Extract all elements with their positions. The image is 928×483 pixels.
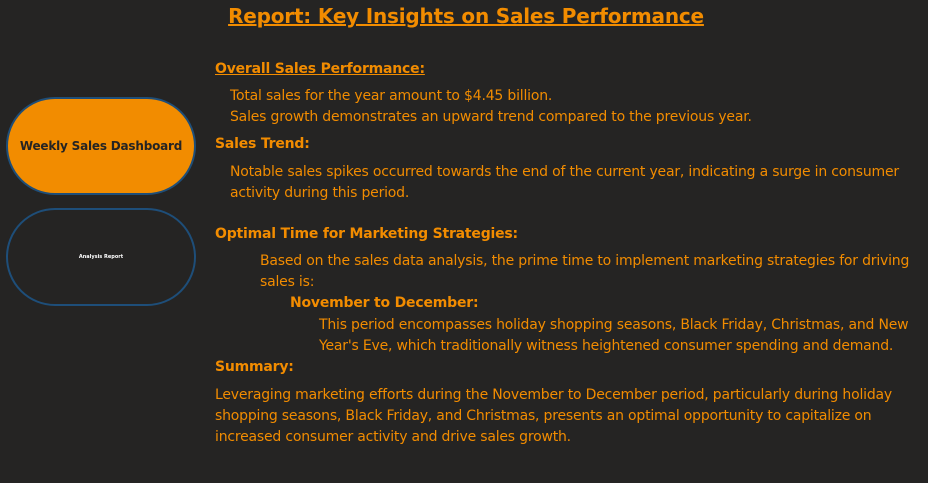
overall-heading: Overall Sales Performance: bbox=[215, 61, 425, 77]
period-line-2: Year's Eve, which traditionally witness … bbox=[319, 338, 894, 354]
summary-line-2: shopping seasons, Black Friday, and Chri… bbox=[215, 408, 872, 424]
overall-line-1: Total sales for the year amount to $4.45… bbox=[230, 88, 553, 104]
trend-line-1: Notable sales spikes occurred towards th… bbox=[230, 164, 899, 180]
period-line-1: This period encompasses holiday shopping… bbox=[319, 317, 909, 333]
period-heading: November to December: bbox=[290, 295, 479, 311]
optimal-line-2: sales is: bbox=[260, 274, 315, 290]
summary-line-3: increased consumer activity and drive sa… bbox=[215, 429, 571, 445]
trend-line-2: activity during this period. bbox=[230, 185, 410, 201]
summary-line-1: Leveraging marketing efforts during the … bbox=[215, 387, 892, 403]
optimal-heading: Optimal Time for Marketing Strategies: bbox=[215, 226, 518, 242]
weekly-sales-dashboard-label: Weekly Sales Dashboard bbox=[19, 139, 183, 153]
summary-heading: Summary: bbox=[215, 359, 294, 375]
weekly-sales-dashboard-button[interactable]: Weekly Sales Dashboard bbox=[6, 97, 196, 195]
optimal-line-1: Based on the sales data analysis, the pr… bbox=[260, 253, 910, 269]
overall-line-2: Sales growth demonstrates an upward tren… bbox=[230, 109, 752, 125]
analysis-report-button[interactable]: Analysis Report bbox=[6, 208, 196, 306]
analysis-report-label: Analysis Report bbox=[78, 254, 124, 260]
report-title: Report: Key Insights on Sales Performanc… bbox=[228, 4, 704, 28]
trend-heading: Sales Trend: bbox=[215, 136, 310, 152]
